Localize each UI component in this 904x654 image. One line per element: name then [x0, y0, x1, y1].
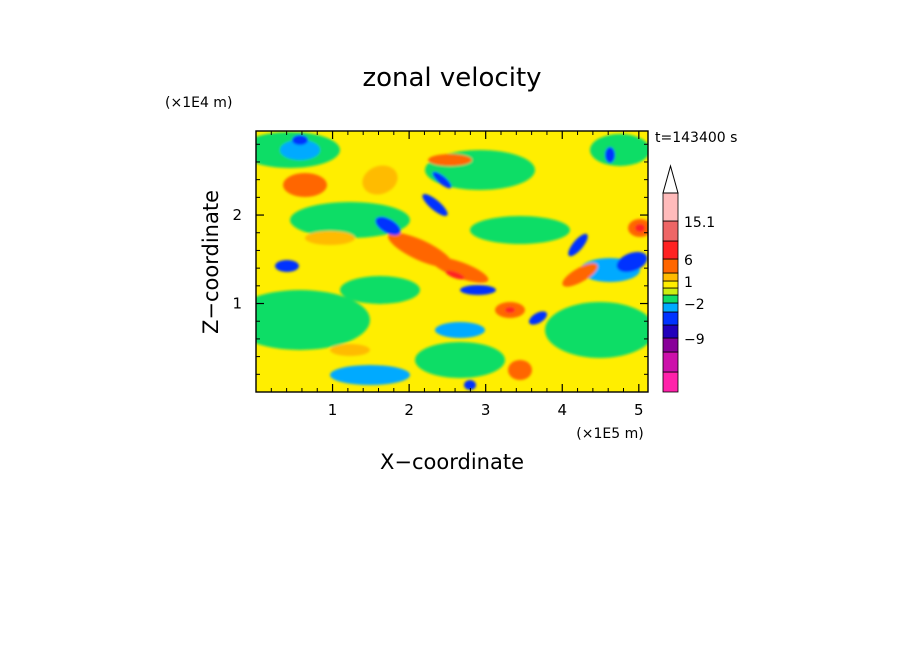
field-positive-band	[508, 360, 532, 380]
x-tick-label: 4	[557, 401, 567, 419]
colorbar-label: 15.1	[684, 215, 715, 231]
x-axis-label: X−coordinate	[380, 450, 524, 474]
field-green-region	[290, 202, 410, 238]
field-positive-core	[505, 307, 515, 313]
field-green-region	[470, 216, 570, 244]
field-positive-band	[431, 257, 489, 283]
field-positive-core	[635, 224, 645, 232]
x-tick-label: 5	[634, 401, 644, 419]
colorbar-segment	[662, 220, 679, 242]
field-negative-blob	[528, 311, 548, 325]
field-negative-blob	[616, 251, 648, 273]
colorbar-label: −9	[684, 332, 705, 348]
colorbar-segment	[662, 337, 679, 353]
field-negative-blob	[422, 194, 448, 216]
colorbar-segment	[662, 302, 679, 313]
colorbar-label: 1	[684, 275, 693, 291]
field-negative-blob	[275, 260, 299, 272]
field-positive-band	[330, 344, 370, 356]
y-tick-label: 2	[232, 206, 242, 224]
heatmap-field	[256, 131, 648, 392]
colorbar-segment	[662, 192, 679, 222]
colorbar-segment	[662, 280, 679, 289]
colorbar-segment	[662, 258, 679, 274]
colorbar-segment	[662, 287, 679, 296]
field-positive-band	[362, 165, 398, 195]
plot-frame	[255, 130, 649, 393]
y-tick-label: 1	[232, 295, 242, 313]
x-tick-label: 1	[328, 401, 338, 419]
field-positive-band	[562, 263, 598, 287]
field-negative-blob	[375, 216, 401, 236]
field-green-region	[545, 302, 648, 358]
x-tick-label: 2	[404, 401, 414, 419]
colorbar-extension-triangle	[662, 164, 679, 194]
field-negative-blob	[460, 285, 496, 295]
field-positive-band	[283, 173, 327, 197]
field-positive-core	[445, 270, 465, 280]
colorbar	[662, 164, 679, 393]
x-multiplier: (×1E5 m)	[576, 426, 643, 442]
field-negative-blob	[605, 147, 615, 163]
field-cyan-patch	[280, 140, 320, 160]
field-negative-blob	[292, 135, 308, 145]
colorbar-segment	[662, 240, 679, 260]
chart-title: zonal velocity	[362, 63, 541, 93]
field-positive-band	[305, 231, 355, 245]
field-cyan-patch	[435, 322, 485, 338]
colorbar-segment	[662, 371, 679, 393]
axis-ticks	[256, 131, 648, 392]
field-negative-blob	[464, 380, 476, 390]
field-green-region	[415, 342, 505, 378]
field-green-region	[256, 290, 370, 350]
colorbar-segment	[662, 272, 679, 282]
colorbar-labels: 15.1 6 1 −2 −9	[684, 215, 715, 348]
field-green-region	[590, 134, 648, 166]
field-negative-blob	[432, 171, 452, 189]
y-axis-label: Z−coordinate	[199, 190, 223, 334]
colorbar-segment	[662, 351, 679, 373]
colorbar-label: −2	[684, 297, 705, 313]
x-tick-labels: 1 2 3 4 5	[328, 401, 644, 419]
field-negative-blob	[568, 233, 588, 257]
y-multiplier: (×1E4 m)	[165, 95, 232, 111]
y-tick-labels: 12	[232, 206, 242, 312]
x-tick-label: 3	[481, 401, 491, 419]
colorbar-segment	[662, 294, 679, 304]
colorbar-segment	[662, 311, 679, 326]
time-label: t=143400 s	[655, 130, 737, 146]
colorbar-label: 6	[684, 253, 693, 269]
field-positive-band	[428, 154, 472, 166]
colorbar-segment	[662, 324, 679, 339]
field-cyan-patch	[330, 365, 410, 385]
field-green-region	[340, 276, 420, 304]
